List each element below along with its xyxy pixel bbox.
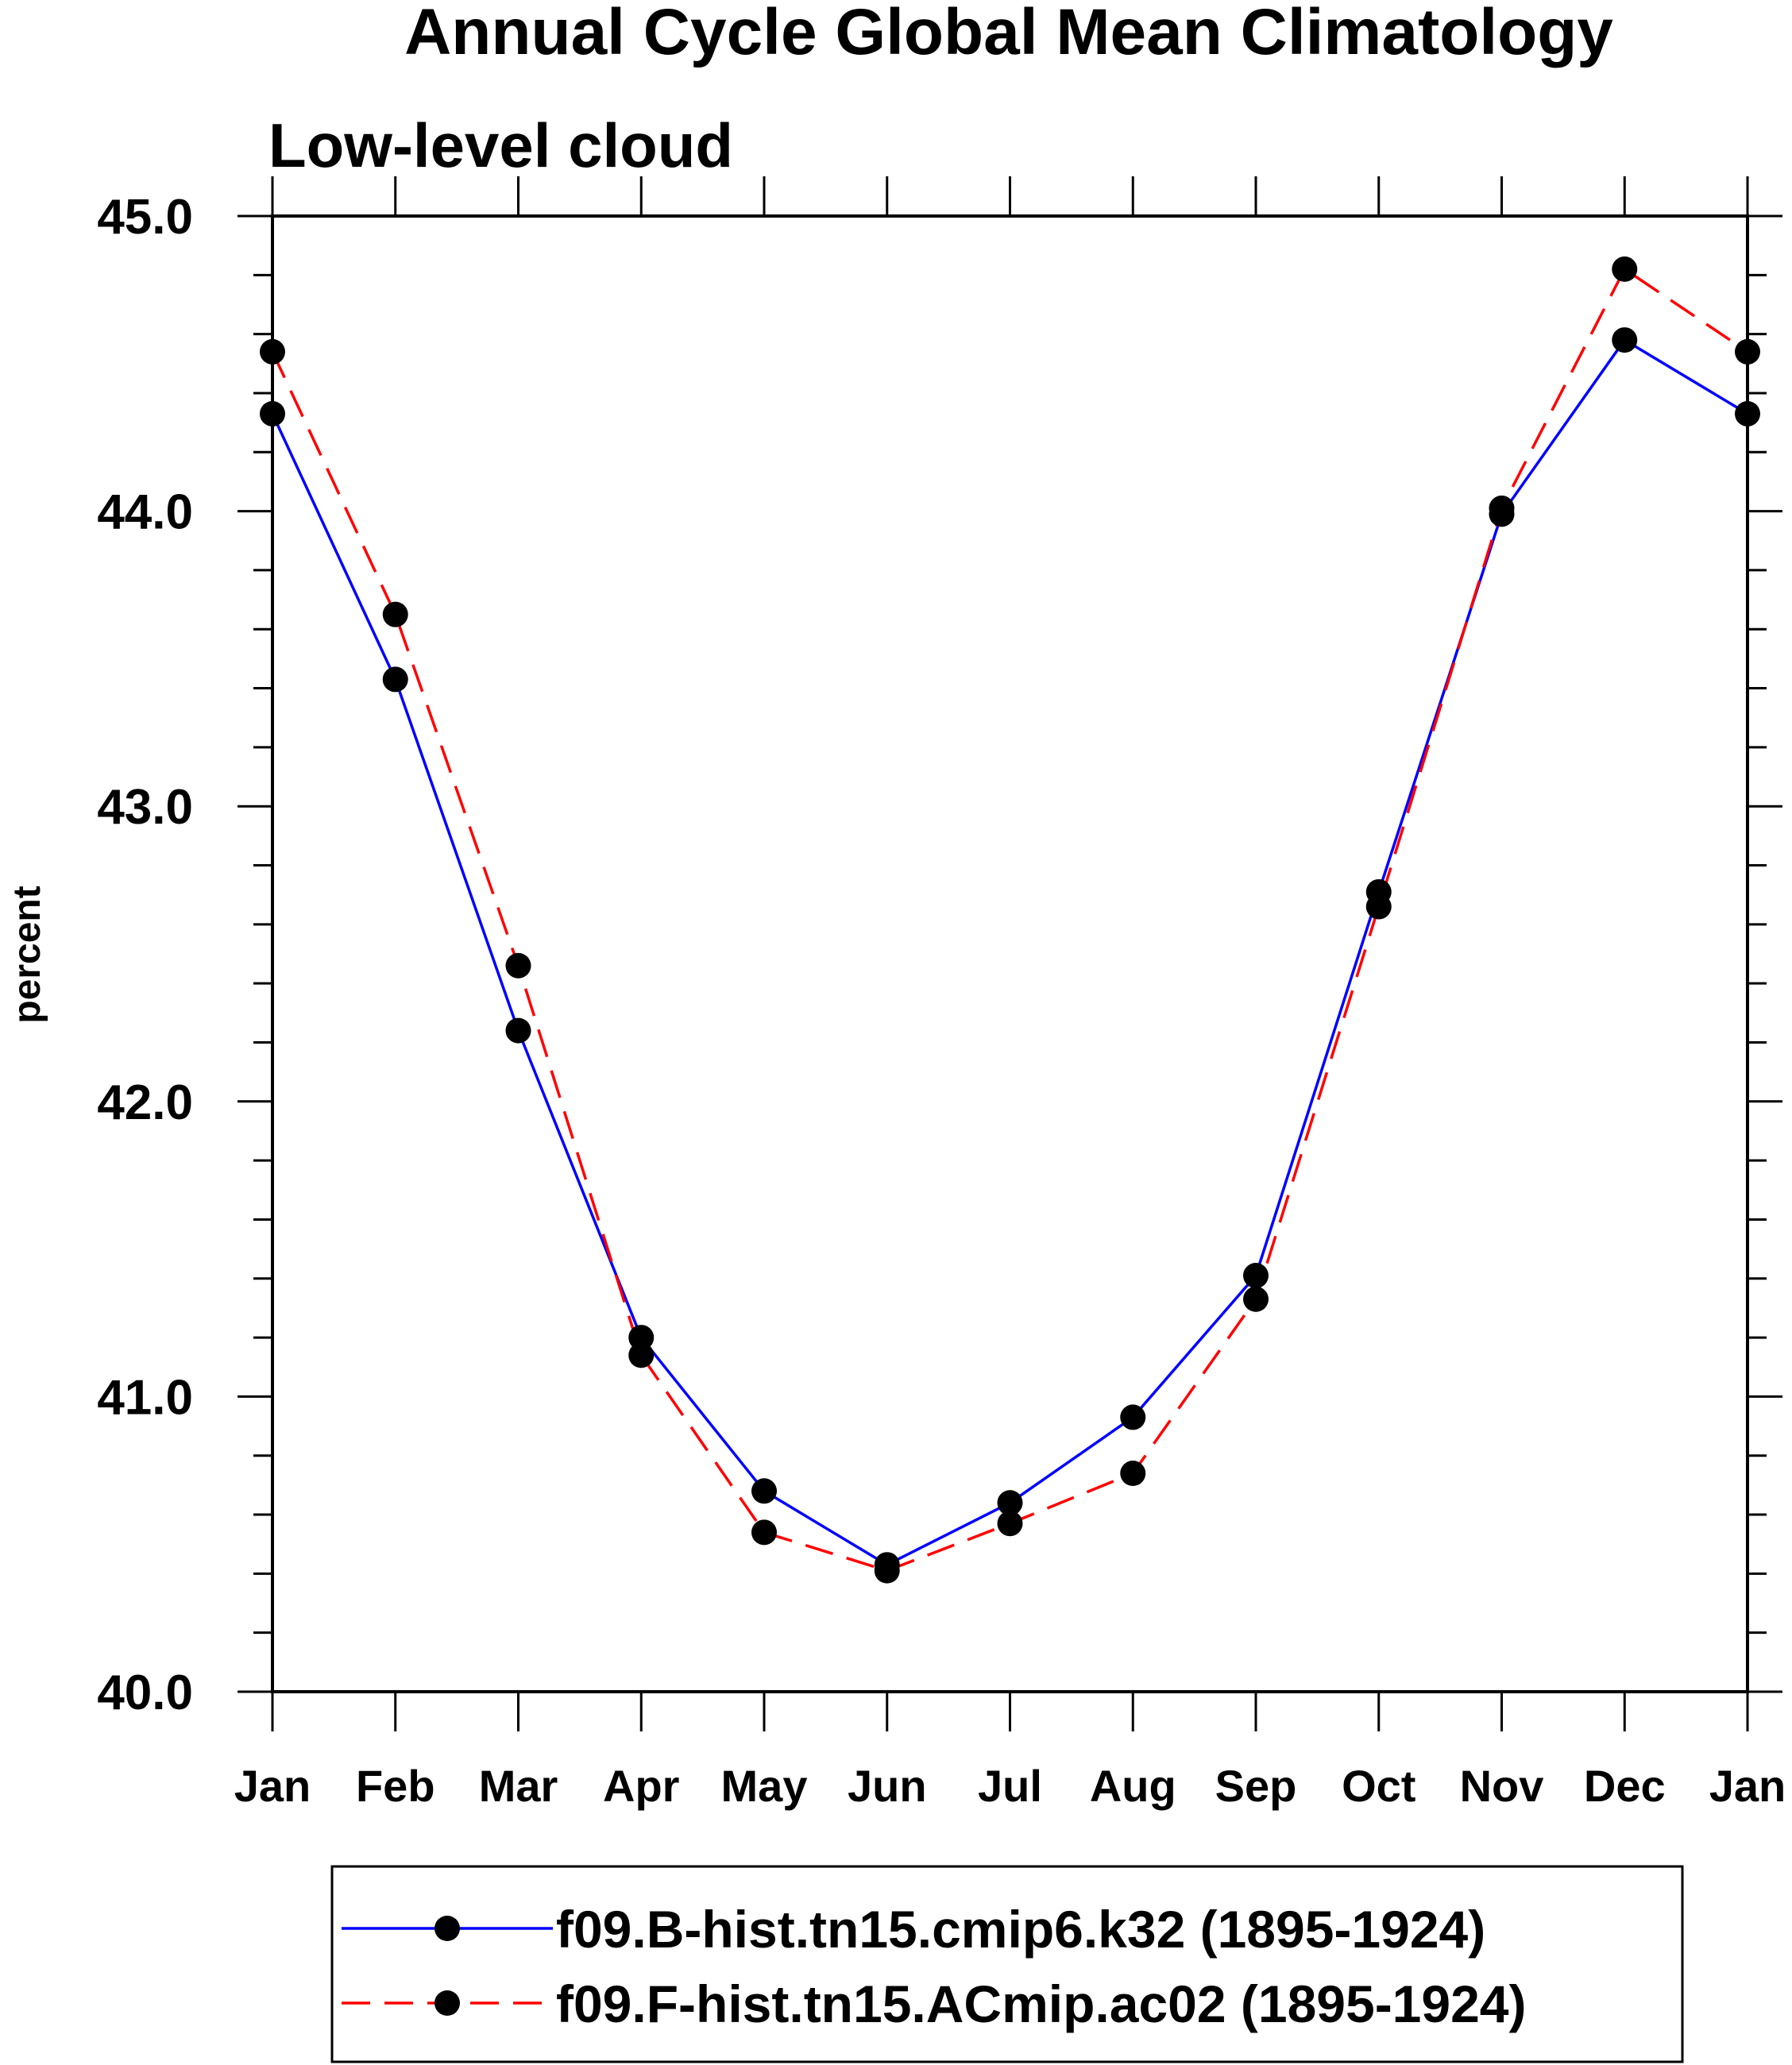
series-line bbox=[271, 268, 1748, 1573]
data-point bbox=[1243, 1263, 1269, 1289]
series-1 bbox=[271, 338, 1748, 1566]
legend-entry: f09.B-hist.tn15.cmip6.k32 (1895-1924) bbox=[342, 1900, 1485, 1959]
legend-box bbox=[330, 1865, 1684, 2063]
legend: f09.B-hist.tn15.cmip6.k32 (1895-1924) f09… bbox=[330, 1865, 1684, 2063]
data-point bbox=[260, 338, 285, 365]
data-point bbox=[628, 1342, 655, 1368]
y-axis-label: percent bbox=[6, 886, 48, 1023]
x-tick-label: Jun bbox=[848, 1761, 927, 1811]
x-tick-label: Oct bbox=[1342, 1761, 1415, 1811]
legend-label: f09.F-hist.tn15.ACmip.ac02 (1895-1924) bbox=[556, 1974, 1526, 2033]
legend-marker bbox=[434, 1990, 460, 2016]
x-tick-label: Dec bbox=[1584, 1761, 1666, 1811]
legend-marker bbox=[434, 1916, 460, 1941]
x-tick-label: Apr bbox=[603, 1761, 679, 1811]
series-1-markers bbox=[260, 327, 1760, 1578]
series-line bbox=[271, 338, 1748, 1566]
data-point bbox=[874, 1557, 900, 1584]
y-tick-label: 45.0 bbox=[97, 190, 193, 245]
data-point bbox=[1735, 400, 1760, 427]
data-point bbox=[505, 1017, 531, 1044]
data-point bbox=[382, 666, 408, 693]
y-tick-label: 44.0 bbox=[97, 485, 193, 540]
data-point bbox=[1365, 894, 1392, 920]
x-tick-label: Sep bbox=[1215, 1761, 1297, 1811]
y-tick-label: 41.0 bbox=[97, 1370, 193, 1425]
chart-subtitle: Low-level cloud bbox=[268, 110, 733, 180]
x-tick-label: Jan bbox=[234, 1761, 311, 1811]
data-point bbox=[1243, 1286, 1269, 1312]
x-tick-label: Nov bbox=[1460, 1761, 1544, 1811]
series-2-markers bbox=[260, 256, 1760, 1584]
chart-title: Annual Cycle Global Mean Climatology bbox=[404, 0, 1613, 68]
x-tick-label: Aug bbox=[1090, 1761, 1176, 1811]
legend-entry: f09.F-hist.tn15.ACmip.ac02 (1895-1924) bbox=[342, 1974, 1526, 2033]
series-2 bbox=[271, 268, 1748, 1573]
legend-items: f09.B-hist.tn15.cmip6.k32 (1895-1924) f09… bbox=[342, 1900, 1526, 2033]
x-tick-label: Feb bbox=[356, 1761, 435, 1811]
data-point bbox=[751, 1519, 777, 1546]
series-group bbox=[260, 256, 1760, 1584]
data-point bbox=[1120, 1404, 1146, 1430]
x-tick-label: Mar bbox=[479, 1761, 558, 1811]
plot-frame bbox=[271, 214, 1749, 1693]
data-point bbox=[997, 1511, 1023, 1537]
data-point bbox=[1735, 338, 1760, 365]
y-tick-label: 42.0 bbox=[97, 1075, 193, 1130]
axes: 40.0 41.0 42.0 43.0 44.0 45.0 Jan Feb Mar Apr May J… bbox=[97, 176, 1786, 1811]
data-point bbox=[751, 1478, 777, 1504]
data-point bbox=[1612, 327, 1638, 353]
data-point bbox=[628, 1325, 655, 1351]
legend-label: f09.B-hist.tn15.cmip6.k32 (1895-1924) bbox=[556, 1900, 1485, 1959]
data-point bbox=[1612, 256, 1638, 282]
data-point bbox=[382, 601, 408, 627]
data-point bbox=[1120, 1461, 1146, 1487]
x-tick-label: May bbox=[721, 1761, 808, 1811]
y-tick-label: 40.0 bbox=[97, 1666, 193, 1720]
data-point bbox=[997, 1490, 1023, 1516]
data-point bbox=[260, 400, 285, 427]
data-point bbox=[1489, 495, 1515, 521]
x-tick-label: Jan bbox=[1709, 1761, 1786, 1811]
data-point bbox=[505, 952, 531, 978]
y-tick-label: 43.0 bbox=[97, 780, 193, 835]
x-tick-label: Jul bbox=[978, 1761, 1042, 1811]
